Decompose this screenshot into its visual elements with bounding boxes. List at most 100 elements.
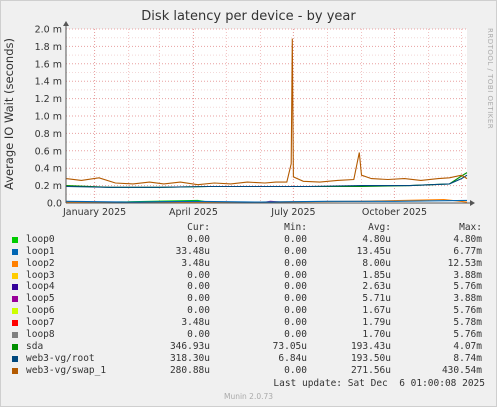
legend-min: 0.00 xyxy=(284,305,307,317)
y-tick-label: 0.4 m xyxy=(35,164,62,175)
legend-row: loop6 0.00 0.00 1.67u 5.76m xyxy=(12,305,492,317)
legend-min: 6.84u xyxy=(278,352,307,364)
legend-max: 6.77m xyxy=(453,245,482,257)
legend-cur: 0.00 xyxy=(187,233,210,245)
legend-avg: 1.70u xyxy=(362,329,391,341)
legend-swatch xyxy=(12,355,18,362)
legend-swatch xyxy=(12,332,18,339)
y-tick-label: 1.4 m xyxy=(35,77,62,88)
legend-header-max: Max: xyxy=(459,222,482,233)
legend-name: loop1 xyxy=(26,245,55,257)
legend-swatch xyxy=(12,308,18,315)
x-tick-label: January 2025 xyxy=(62,207,126,218)
legend-max: 5.78m xyxy=(453,317,482,329)
legend-max: 12.53m xyxy=(447,257,482,269)
legend-name: loop2 xyxy=(26,257,55,269)
legend-name: loop4 xyxy=(26,281,55,293)
legend-row: loop3 0.00 0.00 1.85u 3.88m xyxy=(12,270,492,282)
legend-max: 430.54m xyxy=(441,364,482,376)
legend-row: sda 346.93u 73.05u 193.43u 4.07m xyxy=(12,341,492,353)
legend-cur: 0.00 xyxy=(187,293,210,305)
legend-cur: 3.48u xyxy=(181,257,210,269)
legend-header-avg: Avg: xyxy=(368,222,391,233)
legend-row: loop4 0.00 0.00 2.63u 5.76m xyxy=(12,281,492,293)
legend-max: 5.76m xyxy=(453,329,482,341)
legend-min: 0.00 xyxy=(284,293,307,305)
legend-name: web3-vg/root xyxy=(26,352,95,364)
legend-avg: 1.85u xyxy=(362,269,391,281)
x-tick-label: October 2025 xyxy=(362,207,427,218)
legend-swatch xyxy=(12,343,18,350)
y-axis-arrow xyxy=(63,21,69,26)
y-tick-label: 1.2 m xyxy=(35,94,62,105)
legend-name: sda xyxy=(26,340,44,352)
legend-swatch xyxy=(12,367,18,374)
rrdtool-watermark: RRDTOOL / TOBI OETIKER xyxy=(486,28,494,130)
legend-cur: 0.00 xyxy=(187,305,210,317)
legend-table: Cur: Min: Avg: Max: loop0 0.00 0.00 4.80u 4.… xyxy=(12,222,492,377)
legend-min: 0.00 xyxy=(284,233,307,245)
y-tick-label: 0.6 m xyxy=(35,146,62,157)
legend-name: loop5 xyxy=(26,293,55,305)
latency-plot: 0.0 0.2 m 0.4 m 0.6 m 0.8 m 1.0 m 1.2 m 1.4 m 1.… xyxy=(35,21,475,218)
chart-title: Disk latency per device - by year xyxy=(141,9,356,24)
y-tick-label: 0.8 m xyxy=(35,129,62,140)
legend-name: loop6 xyxy=(26,305,55,317)
legend-header: Cur: Min: Avg: Max: xyxy=(12,222,492,234)
legend-min: 0.00 xyxy=(284,329,307,341)
series-line xyxy=(65,199,468,203)
legend-name: loop8 xyxy=(26,329,55,341)
legend-max: 8.74m xyxy=(453,352,482,364)
munin-version-footer: Munin 2.0.73 xyxy=(223,392,274,401)
legend-row: loop0 0.00 0.00 4.80u 4.80m xyxy=(12,234,492,246)
legend-cur: 0.00 xyxy=(187,329,210,341)
legend-row: loop2 3.48u 0.00 8.00u 12.53m xyxy=(12,258,492,270)
legend-swatch xyxy=(12,260,18,267)
y-tick-label: 1.0 m xyxy=(35,112,62,123)
legend-swatch xyxy=(12,236,18,243)
legend-cur: 33.48u xyxy=(175,245,210,257)
legend-row: loop1 33.48u 0.00 13.45u 6.77m xyxy=(12,246,492,258)
legend-swatch xyxy=(12,248,18,255)
legend-min: 73.05u xyxy=(272,340,307,352)
legend-swatch xyxy=(12,284,18,291)
x-tick-label: July 2025 xyxy=(270,207,315,218)
legend-row: loop7 3.48u 0.00 1.79u 5.78m xyxy=(12,317,492,329)
legend-avg: 2.63u xyxy=(362,281,391,293)
legend-max: 5.76m xyxy=(453,305,482,317)
legend-min: 0.00 xyxy=(284,364,307,376)
legend-row: web3-vg/root 318.30u 6.84u 193.50u 8.74m xyxy=(12,353,492,365)
legend-header-min: Min: xyxy=(284,222,307,233)
legend-swatch xyxy=(12,320,18,327)
legend-swatch xyxy=(12,272,18,279)
series-line xyxy=(65,174,468,188)
legend-cur: 0.00 xyxy=(187,269,210,281)
legend-cur: 346.93u xyxy=(169,340,210,352)
legend-avg: 1.67u xyxy=(362,305,391,317)
legend-max: 4.80m xyxy=(453,233,482,245)
legend-avg: 193.50u xyxy=(350,352,391,364)
y-tick-label: 1.6 m xyxy=(35,59,62,70)
legend-name: loop7 xyxy=(26,317,55,329)
series-line xyxy=(65,38,468,186)
legend-row: loop8 0.00 0.00 1.70u 5.76m xyxy=(12,329,492,341)
legend-avg: 8.00u xyxy=(362,257,391,269)
legend-min: 0.00 xyxy=(284,257,307,269)
legend-max: 3.88m xyxy=(453,293,482,305)
legend-avg: 1.79u xyxy=(362,317,391,329)
legend-name: loop3 xyxy=(26,269,55,281)
legend-name: web3-vg/swap_1 xyxy=(26,364,107,376)
legend-max: 3.88m xyxy=(453,269,482,281)
legend-swatch xyxy=(12,296,18,303)
x-tick-label: April 2025 xyxy=(169,207,218,218)
legend-min: 0.00 xyxy=(284,269,307,281)
legend-min: 0.00 xyxy=(284,245,307,257)
legend-cur: 318.30u xyxy=(169,352,210,364)
legend-row: web3-vg/swap_1 280.88u 0.00 271.56u 430.54m xyxy=(12,365,492,377)
x-axis-arrow xyxy=(470,200,475,206)
y-tick-label: 0.0 xyxy=(47,199,62,210)
y-tick-label: 1.8 m xyxy=(35,42,62,53)
legend-avg: 13.45u xyxy=(356,245,391,257)
legend-min: 0.00 xyxy=(284,281,307,293)
legend-cur: 280.88u xyxy=(169,364,210,376)
